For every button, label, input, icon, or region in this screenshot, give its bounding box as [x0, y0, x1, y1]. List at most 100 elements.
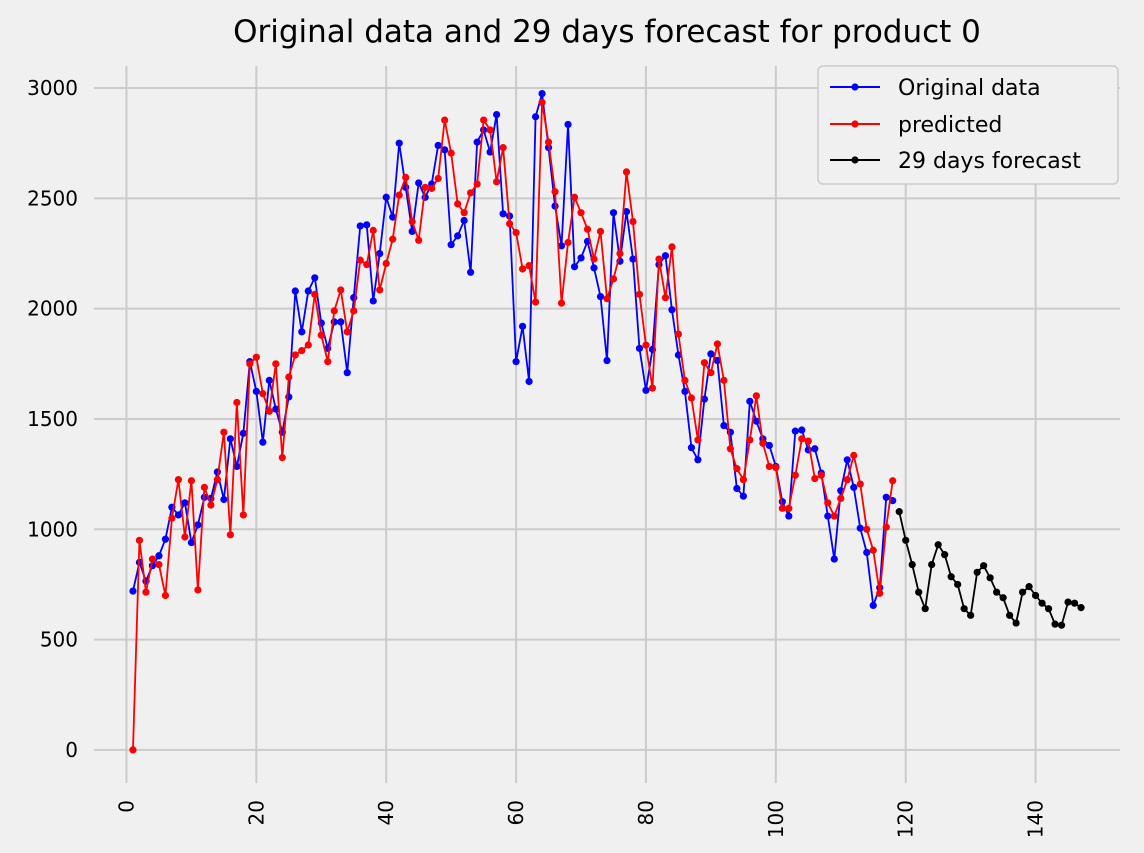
original-point-109 — [830, 555, 838, 563]
original-point-97 — [752, 417, 760, 425]
original-point-96 — [746, 397, 754, 405]
forecast-point-121 — [908, 560, 916, 569]
predicted-point-100 — [772, 463, 780, 472]
forecast-point-137 — [1012, 619, 1020, 627]
predicted-point-74 — [603, 295, 611, 303]
original-point-64 — [538, 89, 546, 98]
predicted-point-57 — [493, 178, 501, 186]
grid — [94, 66, 1120, 783]
predicted-point-79 — [635, 290, 644, 298]
original-point-78 — [629, 255, 637, 263]
predicted-point-93 — [726, 445, 734, 453]
predicted-point-103 — [791, 471, 799, 479]
x-tick-label-60: 60 — [504, 800, 528, 825]
original-point-17 — [233, 462, 241, 471]
legend-marker-original — [851, 83, 859, 91]
original-point-79 — [635, 344, 644, 352]
data-series — [129, 89, 1085, 754]
original-point-38 — [369, 297, 377, 305]
predicted-point-65 — [544, 138, 553, 146]
predicted-point-29 — [311, 290, 319, 298]
original-point-15 — [220, 495, 228, 504]
predicted-point-41 — [389, 235, 397, 243]
forecast-point-138 — [1018, 588, 1027, 596]
x-tick-label-120: 120 — [894, 800, 918, 838]
legend: Original data predicted 29 days forecast — [817, 65, 1119, 185]
original-point-95 — [739, 492, 747, 500]
predicted-point-7 — [168, 514, 176, 522]
original-point-40 — [382, 193, 390, 201]
original-point-6 — [161, 535, 170, 543]
predicted-point-110 — [837, 494, 845, 503]
predicted-point-23 — [272, 360, 280, 368]
original-point-9 — [181, 499, 189, 507]
chart-title: Original data and 29 days forecast for p… — [233, 14, 981, 50]
predicted-point-52 — [460, 209, 468, 217]
x-tick-label-20: 20 — [244, 800, 268, 825]
predicted-point-68 — [564, 238, 572, 247]
original-point-87 — [687, 444, 696, 452]
original-point-52 — [460, 216, 468, 225]
predicted-point-91 — [713, 340, 721, 348]
forecast-point-132 — [980, 562, 988, 570]
original-point-34 — [343, 369, 351, 377]
predicted-point-73 — [596, 227, 605, 236]
predicted-point-113 — [856, 480, 864, 488]
original-point-29 — [311, 274, 319, 282]
original-point-1 — [129, 587, 137, 595]
predicted-point-8 — [174, 476, 183, 484]
original-point-54 — [473, 138, 481, 146]
legend-label-forecast: 29 days forecast — [898, 149, 1081, 174]
forecast-point-141 — [1038, 599, 1046, 607]
predicted-point-87 — [687, 394, 696, 402]
legend-entry-original: Original data — [830, 76, 1041, 101]
predicted-point-99 — [765, 462, 773, 471]
x-tick-label-80: 80 — [634, 800, 658, 825]
original-point-46 — [421, 193, 429, 201]
original-point-69 — [570, 263, 579, 271]
forecast-point-127 — [947, 573, 955, 581]
original-point-11 — [194, 521, 202, 529]
predicted-point-48 — [434, 174, 442, 183]
predicted-point-36 — [356, 256, 364, 264]
predicted-point-46 — [421, 183, 429, 191]
legend-label-original: Original data — [898, 76, 1041, 101]
predicted-point-61 — [518, 265, 527, 273]
legend-label-predicted: predicted — [898, 113, 1002, 138]
x-tick-label-0: 0 — [114, 800, 138, 813]
forecast-point-134 — [993, 588, 1001, 596]
predicted-point-69 — [570, 193, 579, 201]
forecast-point-131 — [973, 568, 981, 576]
forecast-point-130 — [967, 611, 975, 619]
predicted-point-28 — [304, 341, 312, 349]
x-tick-label-140: 140 — [1024, 800, 1048, 838]
original-point-74 — [603, 356, 611, 365]
predicted-point-105 — [804, 437, 812, 445]
x-tick-label-100: 100 — [764, 800, 788, 838]
predicted-point-55 — [480, 116, 488, 124]
predicted-point-106 — [811, 474, 819, 483]
original-point-60 — [512, 358, 520, 366]
original-point-103 — [791, 427, 799, 435]
original-point-18 — [239, 429, 247, 437]
predicted-point-56 — [486, 126, 494, 134]
original-point-111 — [843, 456, 851, 464]
original-point-61 — [518, 322, 527, 330]
y-tick-label-1500: 1500 — [27, 407, 78, 431]
y-tick-label-1000: 1000 — [27, 517, 78, 541]
predicted-point-71 — [583, 225, 592, 233]
original-point-37 — [363, 221, 371, 229]
predicted-point-90 — [707, 369, 715, 377]
predicted-point-4 — [148, 555, 157, 563]
predicted-point-76 — [616, 249, 624, 258]
predicted-point-20 — [252, 353, 260, 361]
original-point-104 — [798, 426, 806, 434]
predicted-point-11 — [194, 586, 202, 594]
forecast-point-122 — [915, 588, 923, 596]
predicted-point-77 — [622, 168, 631, 176]
original-point-106 — [811, 445, 819, 453]
forecast-point-129 — [960, 605, 968, 613]
predicted-point-30 — [317, 331, 325, 339]
forecast-point-125 — [934, 541, 942, 549]
